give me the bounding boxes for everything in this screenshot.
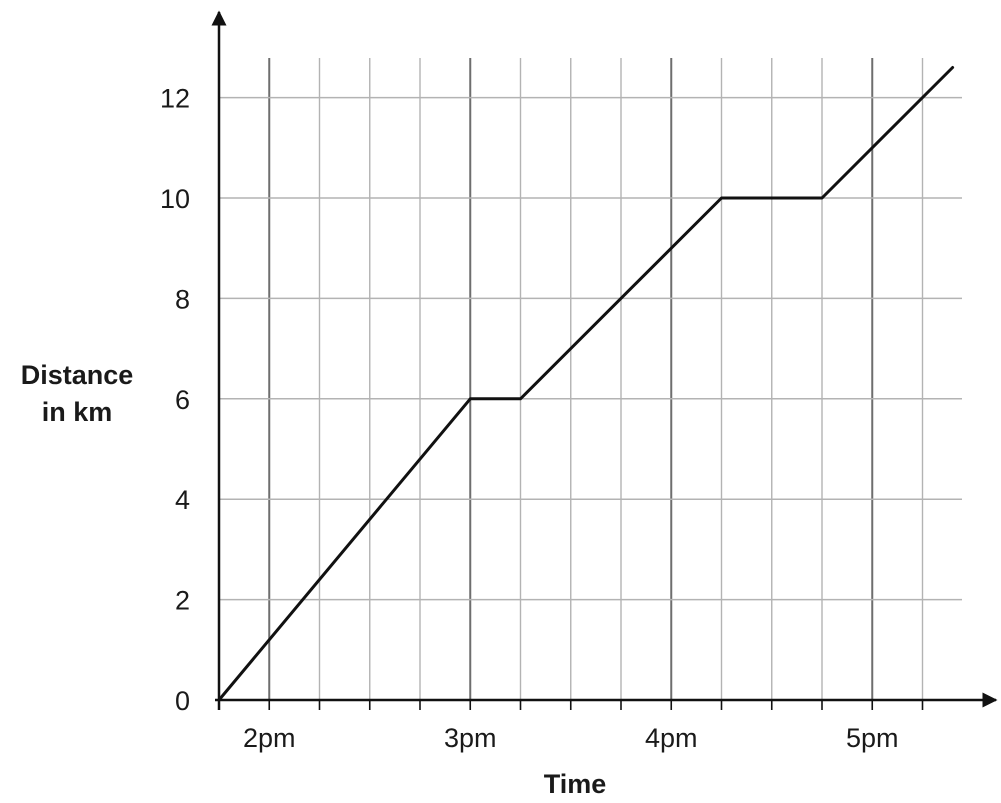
y-tick-label: 8 [175,284,190,314]
series-lines [217,66,955,702]
tick-labels: 0 2 4 6 8 10 12 2pm 3pm 4pm 5pm [160,84,899,753]
x-tick-label: 5pm [846,723,899,753]
x-tick-label: 2pm [243,723,296,753]
x-axis-title: Time [544,769,607,799]
y-axis-title-line1: Distance [21,360,134,390]
x-tick-label: 4pm [645,723,698,753]
y-axis-title-line2: in km [42,397,113,427]
axes [211,10,998,710]
y-tick-label: 0 [175,686,190,716]
y-tick-label: 2 [175,586,190,616]
y-tick-label: 12 [160,84,190,114]
distance-series-line [217,66,955,702]
y-tick-label: 6 [175,385,190,415]
y-tick-label: 4 [175,485,190,515]
x-tick-label: 3pm [444,723,497,753]
y-tick-label: 10 [160,184,190,214]
grid-lines [219,58,962,700]
